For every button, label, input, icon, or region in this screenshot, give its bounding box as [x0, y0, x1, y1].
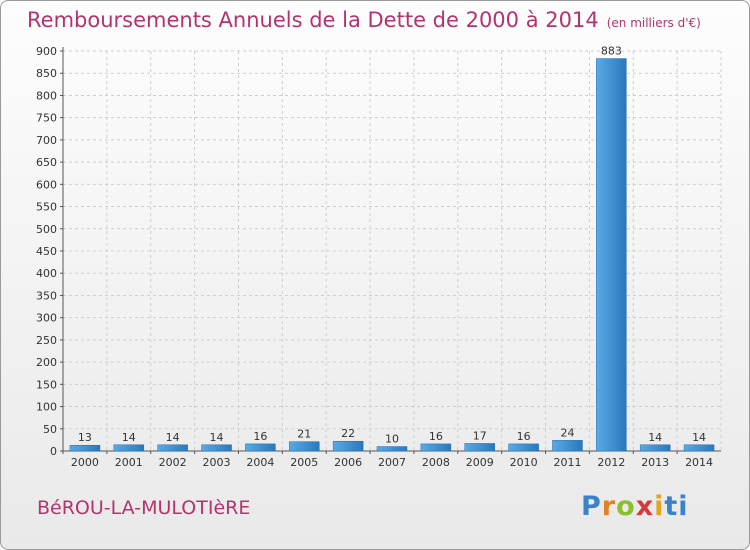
data-label: 14: [122, 431, 136, 444]
y-tick-label: 600: [36, 178, 57, 191]
bar: [289, 441, 320, 452]
chart-title: Remboursements Annuels de la Dette de 20…: [27, 8, 701, 32]
y-tick-label: 300: [36, 312, 57, 325]
y-tick-label: 150: [36, 378, 57, 391]
data-label: 24: [560, 426, 574, 439]
y-tick-label: 800: [36, 89, 57, 102]
x-tick-label: 2000: [71, 456, 99, 469]
chart-title-text: Remboursements Annuels de la Dette de 20…: [27, 8, 599, 32]
data-label: 16: [517, 430, 531, 443]
bars: [69, 58, 715, 452]
y-tick-label: 500: [36, 223, 57, 236]
y-tick-label: 0: [50, 445, 57, 458]
x-tick-label: 2006: [334, 456, 362, 469]
x-tick-label: 2004: [246, 456, 274, 469]
data-label: 14: [692, 431, 706, 444]
y-tick-label: 400: [36, 267, 57, 280]
y-tick-label: 200: [36, 356, 57, 369]
x-tick-label: 2003: [203, 456, 231, 469]
data-label: 22: [341, 427, 355, 440]
data-label: 10: [385, 433, 399, 446]
proxiti-logo: Proxiti: [581, 491, 689, 522]
y-tick-label: 250: [36, 334, 57, 347]
bar: [596, 58, 627, 452]
data-label: 13: [78, 431, 92, 444]
y-tick-label: 350: [36, 289, 57, 302]
bar: [113, 444, 145, 452]
bar: [508, 443, 539, 452]
labels: 13 2000 14 2001 14 2002 14 2003 16 2004 21 2005 22 20…: [62, 45, 713, 469]
place-name: BéROU-LA-MULOTIèRE: [37, 497, 251, 519]
data-label: 16: [429, 430, 443, 443]
bar: [683, 444, 715, 452]
y-tick-label: 700: [36, 134, 57, 147]
y-tick-label: 550: [36, 201, 57, 214]
data-label: 16: [253, 430, 267, 443]
x-tick-label: 2011: [553, 456, 581, 469]
chart-unit: (en milliers d'€): [606, 16, 701, 30]
bar: [69, 444, 101, 452]
x-tick-label: 2005: [290, 456, 318, 469]
bar: [639, 444, 671, 452]
x-tick-label: 2008: [422, 456, 450, 469]
y-tick-label: 650: [36, 156, 57, 169]
x-tick-label: 2002: [159, 456, 187, 469]
y-tick-label: 900: [36, 45, 57, 58]
x-tick-label: 2014: [685, 456, 713, 469]
bar: [157, 444, 188, 452]
y-tick-label: 100: [36, 401, 57, 414]
x-tick-label: 2013: [641, 456, 669, 469]
bar: [201, 444, 232, 452]
x-tick-label: 2007: [378, 456, 406, 469]
x-tick-label: 2001: [115, 456, 143, 469]
data-label: 17: [473, 429, 487, 442]
y-tick-label: 50: [43, 423, 57, 436]
x-tick-label: 2009: [466, 456, 494, 469]
bar: [464, 443, 495, 452]
bar: [420, 443, 452, 452]
y-tick-label: 850: [36, 67, 57, 80]
data-label: 883: [601, 45, 622, 58]
bar: [332, 440, 364, 452]
x-tick-label: 2012: [597, 456, 625, 469]
bar: [552, 440, 583, 452]
x-tick-label: 2010: [510, 456, 538, 469]
data-label: 14: [210, 431, 224, 444]
bar: [376, 446, 408, 452]
bar: [245, 443, 276, 452]
data-label: 14: [648, 431, 662, 444]
y-tick-label: 750: [36, 112, 57, 125]
data-label: 14: [166, 431, 180, 444]
data-label: 21: [297, 428, 311, 441]
y-tick-label: 450: [36, 245, 57, 258]
